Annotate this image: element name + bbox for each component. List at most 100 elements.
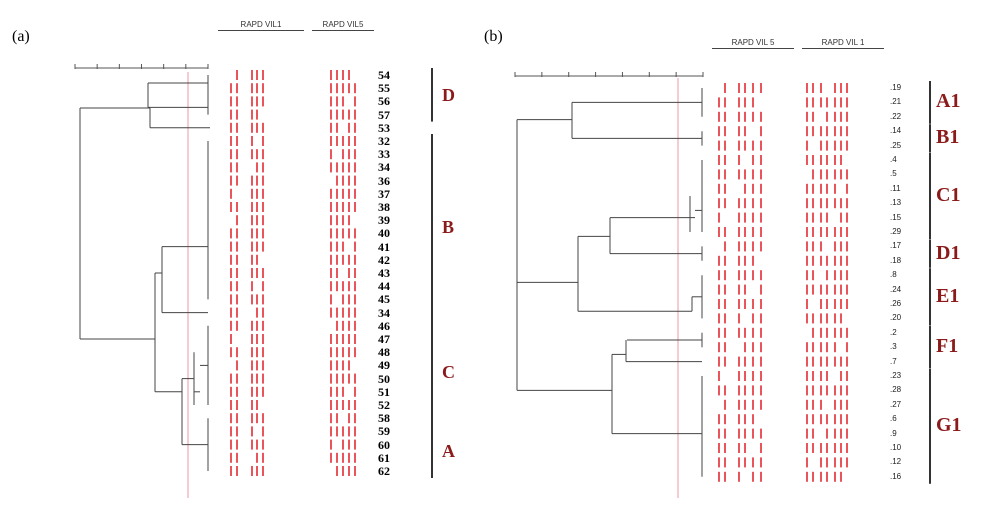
panel-b-vil1-band	[834, 83, 836, 93]
panel-b-vil1-band	[834, 97, 836, 108]
panel-a-vil1-band	[256, 373, 258, 384]
panel-a-leaf-label: 37	[378, 186, 390, 201]
panel-b-vil5-band	[760, 140, 762, 151]
panel-b-vil1-band	[840, 241, 842, 252]
panel-a-vil5-band	[348, 334, 350, 344]
panel-a-vil5-band	[348, 149, 350, 160]
panel-a-leaf-label: 54	[378, 68, 390, 82]
panel-b-leaf-label: .13	[890, 198, 902, 208]
panel-a-vil5-band	[336, 268, 338, 278]
panel-a-vil5-band	[348, 83, 350, 94]
panel-b-vil5-band	[752, 140, 754, 151]
panel-b-vil5-band	[752, 342, 754, 353]
panel-b-vil5-band	[724, 327, 726, 338]
panel-b-vil5-band	[760, 183, 762, 194]
panel-b-vil5-band	[760, 457, 762, 468]
panel-a-vil5-band	[330, 334, 332, 344]
panel-a-leaf-label: 34	[378, 160, 390, 175]
panel-a-vil1-band	[230, 307, 232, 318]
panel-a-vil5-band	[330, 215, 332, 226]
panel-a-vil5-band	[336, 96, 338, 107]
panel-a-vil1-band	[256, 228, 258, 239]
panel-a-vil5-band	[330, 400, 332, 410]
panel-b-vil1-band	[820, 126, 822, 137]
panel-a-leaf-label: 42	[378, 252, 390, 267]
panel-a-vil1-band	[251, 254, 253, 265]
panel-a-vil5-band	[354, 307, 356, 318]
panel-b-vil1-band	[846, 255, 848, 266]
panel-a-vil1-band	[251, 268, 253, 278]
panel-a-leaf-label: 34	[378, 305, 390, 320]
panel-a-vil5-band	[348, 439, 350, 450]
panel-b-leaf-label: .11	[890, 183, 901, 193]
panel-b-vil5-band	[744, 227, 746, 237]
panel-a-vil1-band	[256, 268, 258, 278]
panel-b-vil1-band	[820, 299, 822, 309]
panel-a-vil5-band	[342, 294, 344, 305]
panel-a-vil5-band	[354, 96, 356, 107]
panel-a-vil5-band	[342, 347, 344, 358]
panel-b-vil5-band	[718, 471, 720, 482]
panel-b-vil5-band	[718, 356, 720, 367]
panel-a-vil1-band	[256, 413, 258, 424]
panel-b-vil1-band	[806, 241, 808, 252]
panel-b-vil5-band	[760, 299, 762, 309]
panel-a-vil1-band	[262, 386, 264, 397]
panel-a-vil1-band	[251, 413, 253, 424]
panel-a-vil5-band	[336, 254, 338, 265]
panel-a-vil5-band	[342, 360, 344, 371]
panel-a-vil1-band	[230, 334, 232, 344]
panel-b-vil1-band	[846, 126, 848, 137]
panel-b-vil5-band	[724, 414, 726, 425]
panel-b-vil1-band	[820, 399, 822, 410]
panel-b-vil1-band	[812, 385, 814, 396]
panel-b-vil1-band	[840, 270, 842, 281]
panel-a-vil1-band	[236, 241, 238, 252]
panel-a-vil5-band	[342, 439, 344, 450]
panel-b-vil1-band	[846, 284, 848, 295]
panel-b-vil1-band	[826, 371, 828, 381]
panel-b-vil5-band	[744, 241, 746, 252]
panel-a-vil5-band	[330, 83, 332, 94]
panel-a-vil1-band	[251, 373, 253, 384]
panel-a-vil1-band	[236, 254, 238, 265]
panel-b-vil1-band	[834, 385, 836, 396]
panel-b-vil1-band	[840, 313, 842, 324]
panel-b-vil5-band	[738, 270, 740, 281]
panel-b-leaf-label: .23	[890, 371, 902, 380]
panel-a-vil5-band	[354, 136, 356, 146]
panel-b-vil5-band	[738, 126, 740, 137]
panel-b-vil5-band	[718, 169, 720, 180]
panel-b-vil1-band	[806, 227, 808, 237]
panel-b-vil1-band	[840, 198, 842, 209]
panel-a-vil1-band	[262, 439, 264, 450]
panel-a-vil5-band	[336, 360, 338, 371]
panel-a-vil5-band	[336, 136, 338, 146]
panel-a-vil1-band	[262, 241, 264, 252]
panel-b-vil5-band	[724, 155, 726, 165]
panel-a-vil5-band	[336, 466, 338, 476]
panel-b-vil5-band	[752, 313, 754, 324]
panel-a-leaf-label: 51	[378, 384, 390, 399]
panel-b-leaf-label: .20	[890, 313, 902, 323]
panel-b-vil5-band	[760, 198, 762, 209]
panel-b-vil1-band	[840, 169, 842, 180]
panel-b-vil1-band	[806, 385, 808, 396]
panel-a-leaf-label: 40	[378, 226, 390, 241]
panel-a-vil5-band	[348, 202, 350, 212]
panel-b-cluster-label: A1	[936, 90, 961, 113]
panel-a-vil5-band	[348, 162, 350, 173]
panel-b-vil5-band	[744, 126, 746, 137]
panel-a-leaf-label: 38	[378, 200, 390, 214]
panel-b-vil1-band	[834, 255, 836, 266]
panel-a-vil1-band	[256, 109, 258, 120]
panel-a-vil5-band	[354, 83, 356, 94]
panel-a-vil1-band	[251, 109, 253, 120]
panel-a-vil1-band	[262, 413, 264, 424]
panel-a-vil1-band	[230, 320, 232, 331]
panel-a-vil1-band	[262, 466, 264, 476]
panel-b-vil5-band	[724, 111, 726, 122]
panel-a-vil1-band	[230, 175, 232, 186]
panel-a-vil5-band	[342, 202, 344, 212]
